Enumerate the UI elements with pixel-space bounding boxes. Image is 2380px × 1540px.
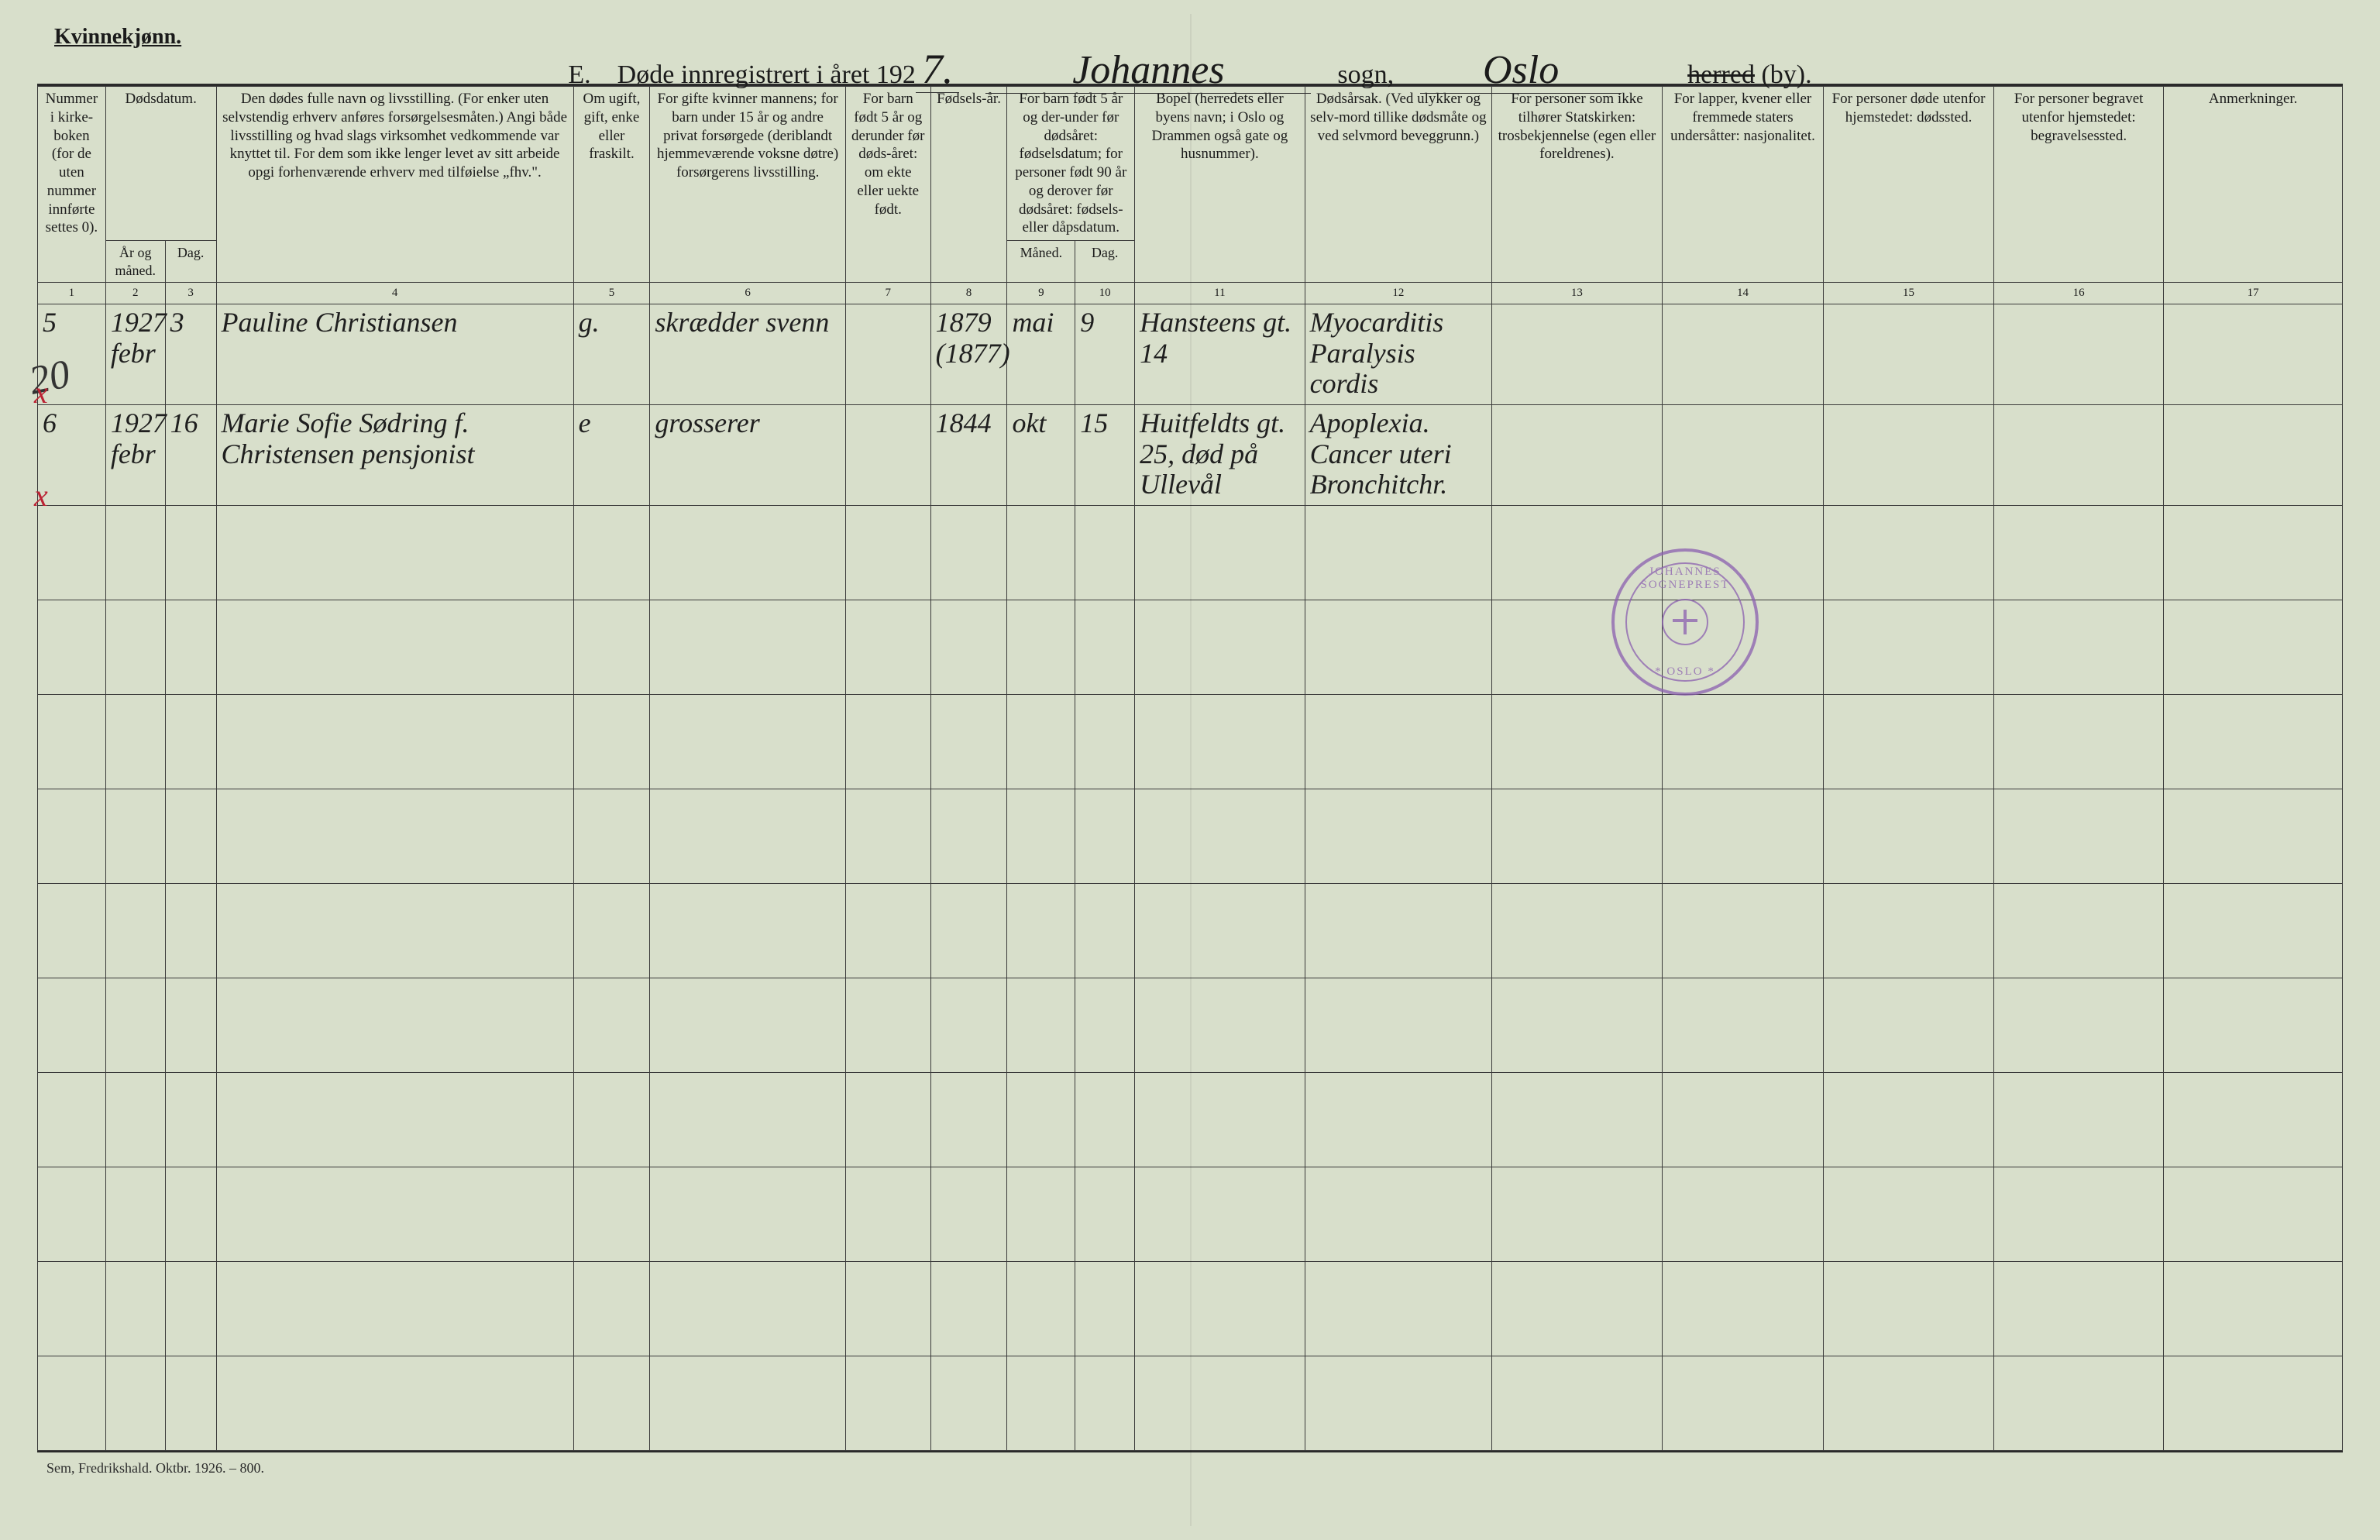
cell-birth-day: 9 [1075,304,1135,405]
herred-label: herred [1687,60,1755,89]
cell-birth-year: 1844 [930,405,1007,506]
colnum-12: 12 [1305,283,1492,304]
colnum-17: 17 [2164,283,2343,304]
cell-c13 [1492,405,1663,506]
register-page: Kvinnekjønn. E. Døde innregistrert i åre… [23,14,2357,1526]
cell-birth-month: mai [1007,304,1075,405]
colnum-5: 5 [573,283,650,304]
cell-day: 3 [165,304,216,405]
stamp-text-bottom: * OSLO * [1615,665,1756,679]
col-header-2a: År og måned. [105,241,165,283]
col-header-7: For barn født 5 år og derunder før døds-… [845,87,930,283]
colnum-8: 8 [930,283,1007,304]
col-header-17: Anmerkninger. [2164,87,2343,283]
col-header-14: For lapper, kvener eller fremmede stater… [1662,87,1824,283]
title-prefix: Døde innregistrert i året 192 [617,60,916,89]
section-letter: E. [568,60,590,89]
cell-year-month: 1927 febr [105,405,165,506]
margin-mark-x1: x [34,374,48,411]
col-header-12: Dødsårsak. (Ved ulykker og selv-mord til… [1305,87,1492,283]
cell-c16 [1993,405,2164,506]
cell-year-month: 1927 febr [105,304,165,405]
cell-birth-year: 1879 (1877) [930,304,1007,405]
cell-legit [845,304,930,405]
cell-residence: Hansteens gt. 14 [1135,304,1305,405]
cell-cause: Apoplexia. Cancer uteri Bronchitchr. [1305,405,1492,506]
cell-day: 16 [165,405,216,506]
col-header-9b: Dag. [1075,241,1135,283]
cell-name: Pauline Christiansen [216,304,573,405]
col-header-15: For personer døde utenfor hjemstedet: dø… [1824,87,1994,283]
col-header-16: For personer begravet utenfor hjemstedet… [1993,87,2164,283]
cell-c16 [1993,304,2164,405]
stamp-cross-icon [1662,599,1708,645]
cell-legit [845,405,930,506]
printer-imprint: Sem, Fredrikshald. Oktbr. 1926. – 800. [46,1460,2357,1476]
by-value: Oslo [1420,47,1622,94]
col-header-1: Nummer i kirke-boken (for de uten nummer… [38,87,106,283]
col-header-5: Om ugift, gift, enke eller fraskilt. [573,87,650,283]
col-header-9a: Måned. [1007,241,1075,283]
colnum-3: 3 [165,283,216,304]
colnum-10: 10 [1075,283,1135,304]
year-digit: 7. [916,46,960,93]
cell-provider: grosserer [650,405,845,506]
parish-stamp: JOHANNES SOGNEPREST * OSLO * [1611,548,1759,696]
cell-c17 [2164,304,2343,405]
colnum-16: 16 [1993,283,2164,304]
colnum-7: 7 [845,283,930,304]
colnum-6: 6 [650,283,845,304]
col-header-6: For gifte kvinner mannens; for barn unde… [650,87,845,283]
page-fold [1190,14,1192,1526]
cell-c14 [1662,405,1824,506]
cell-provider: skrædder svenn [650,304,845,405]
col-header-11: Bopel (herredets eller byens navn; i Osl… [1135,87,1305,283]
col-header-2-top: Dødsdatum. [105,87,216,241]
cell-name: Marie Sofie Sødring f. Christensen pensj… [216,405,573,506]
colnum-14: 14 [1662,283,1824,304]
col-header-13: For personer som ikke tilhører Statskirk… [1492,87,1663,283]
colnum-13: 13 [1492,283,1663,304]
col-header-8: Fødsels-år. [930,87,1007,283]
sogn-value: Johannes [985,47,1311,94]
cell-c13 [1492,304,1663,405]
cell-c17 [2164,405,2343,506]
sogn-label: sogn, [1337,60,1394,89]
title-line: E. Døde innregistrert i året 1927. Johan… [23,45,2357,94]
cell-status: e [573,405,650,506]
cell-birth-day: 15 [1075,405,1135,506]
margin-mark-x2: x [34,477,48,514]
colnum-2: 2 [105,283,165,304]
colnum-9: 9 [1007,283,1075,304]
cell-birth-month: okt [1007,405,1075,506]
cell-c15 [1824,304,1994,405]
col-header-9-top: For barn født 5 år og der-under før døds… [1007,87,1135,241]
stamp-text-top: JOHANNES SOGNEPREST [1615,565,1756,592]
cell-c14 [1662,304,1824,405]
col-header-2b: Dag. [165,241,216,283]
colnum-11: 11 [1135,283,1305,304]
colnum-4: 4 [216,283,573,304]
cell-status: g. [573,304,650,405]
page-header: Kvinnekjønn. E. Døde innregistrert i åre… [23,14,2357,84]
colnum-1: 1 [38,283,106,304]
cell-c15 [1824,405,1994,506]
colnum-15: 15 [1824,283,1994,304]
cell-cause: Myocarditis Paralysis cordis [1305,304,1492,405]
cell-residence: Huitfeldts gt. 25, død på Ullevål [1135,405,1305,506]
col-header-4: Den dødes fulle navn og livsstilling. (F… [216,87,573,283]
by-suffix: (by). [1761,60,1811,89]
